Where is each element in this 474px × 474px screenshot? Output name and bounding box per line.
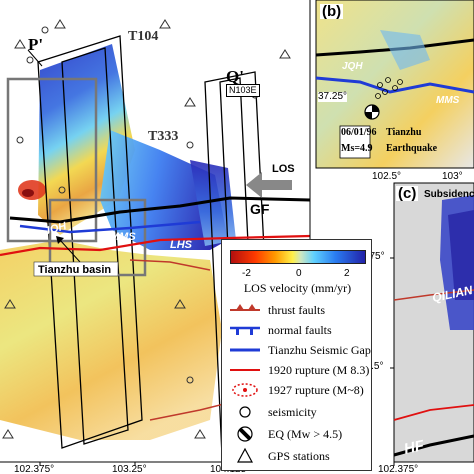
legend-row-eq: EQ (Mw > 4.5) [222, 424, 373, 444]
rupture-1920-line [0, 234, 311, 257]
a-x-tick-1: 102.375° [14, 464, 55, 474]
panel-c-label: (c) [396, 185, 419, 202]
b-x-tick-2: 103° [442, 171, 463, 182]
seismicity-circle-icon [239, 406, 251, 418]
legend-row-seismicity: seismicity [222, 402, 373, 422]
rupture-1927-icon [232, 383, 258, 397]
event-type: Earthquake [386, 143, 438, 154]
gps-triangle-icon [236, 447, 254, 463]
legend-row-thrust: thrust faults [222, 300, 373, 320]
profile-label-p: P' [28, 35, 44, 54]
insar-coverage-south [0, 240, 222, 440]
event-magnitude: Ms=4.9 [341, 143, 373, 154]
b-fault-label-mms: MMS [436, 95, 460, 106]
legend-row-1920: 1920 rupture (M 8.3) [222, 360, 373, 380]
thrust-fault-icon [230, 304, 260, 311]
panel-c [390, 182, 474, 466]
gf-fault-line [9, 196, 311, 224]
legend-row-gps: GPS stations [222, 446, 373, 466]
seismic-gap-icon [230, 348, 260, 352]
zoom-box-c [6, 77, 98, 243]
insar-coverage-central [100, 130, 228, 250]
legend: -2 0 2 LOS velocity (mm/yr) thrust fault… [221, 239, 372, 471]
seismic-gap-line [19, 220, 201, 234]
a-x-tick-2: 103.25° [112, 464, 147, 474]
legend-row-1927: 1927 rupture (M~8) [222, 380, 373, 400]
fault-label-gf: GF [250, 201, 270, 217]
event-name: Tianzhu [386, 127, 422, 138]
colorbar-title: LOS velocity (mm/yr) [243, 281, 352, 295]
los-arrow-icon [246, 172, 292, 198]
colorbar-tick-2: 2 [344, 268, 350, 279]
legend-row-gap: Tianzhu Seismic Gap [222, 340, 373, 360]
track-label-t104: T104 [128, 29, 159, 44]
earthquake-beachball-icon [237, 426, 253, 442]
legend-label-1927: 1927 rupture (M~8) [268, 383, 364, 397]
place-label-tianzhu-basin: Tianzhu basin [38, 264, 112, 276]
profile-label-q-prime: Q' [226, 67, 244, 86]
b-x-tick-1: 102.5° [372, 171, 402, 182]
los-colorbar [230, 250, 366, 264]
subsidence-label: Subsidence [424, 189, 474, 200]
event-date: 06/01/96 [341, 127, 377, 138]
panel-b-label: (b) [320, 3, 344, 20]
legend-label-normal: normal faults [268, 323, 332, 337]
legend-row-normal: normal faults [222, 320, 373, 340]
los-label: LOS [272, 163, 295, 175]
fault-label-mms: MMS [110, 231, 136, 243]
legend-label-gps: GPS stations [268, 449, 330, 463]
colorbar-tick-neg2: -2 [242, 268, 251, 279]
deformation-hotspot [18, 180, 46, 200]
track-label-n103e: N103E [226, 84, 260, 97]
legend-label-seismicity: seismicity [268, 405, 317, 419]
panel-b [315, 0, 474, 169]
c-x-tick: 102.375° [378, 464, 419, 474]
legend-label-thrust: thrust faults [268, 303, 325, 317]
fault-label-lhs: LHS [170, 239, 192, 251]
normal-fault-icon [230, 326, 260, 335]
legend-label-gap: Tianzhu Seismic Gap [268, 343, 371, 357]
c-fault-label-hf: HF [402, 437, 426, 458]
b-y-tick: 37.25° [318, 91, 348, 102]
track-label-t333: T333 [148, 129, 179, 144]
legend-label-eq: EQ (Mw > 4.5) [268, 427, 343, 441]
rupture-1920-icon [230, 369, 260, 371]
colorbar-tick-0: 0 [296, 268, 302, 279]
legend-label-1920: 1920 rupture (M 8.3) [268, 363, 370, 377]
b-fault-label-jqh: JQH [342, 61, 363, 72]
